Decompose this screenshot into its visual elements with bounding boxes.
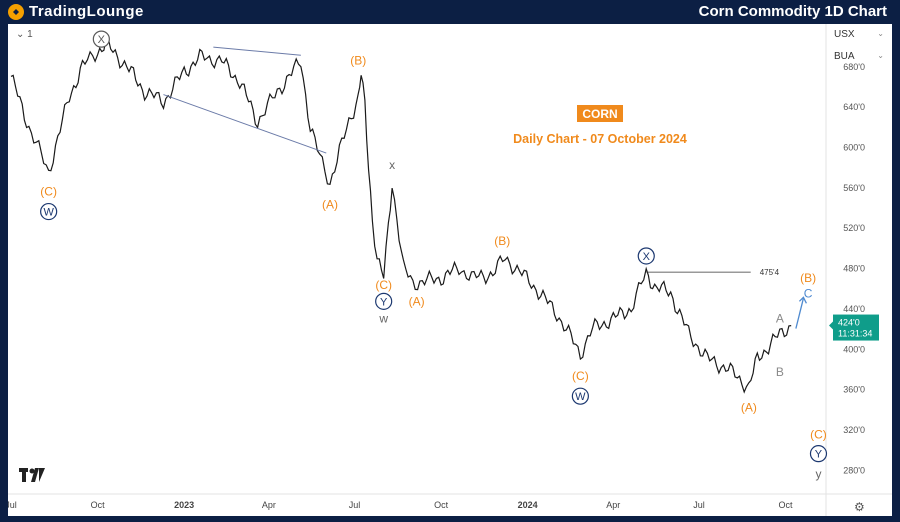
y-tick-label: 320'0: [843, 425, 865, 435]
trendline: [213, 46, 301, 56]
chart-subtitle: Daily Chart - 07 October 2024: [513, 132, 687, 146]
y-tick-label: 640'0: [843, 102, 865, 112]
trendline: [163, 94, 327, 154]
symbol-badge-label: CORN: [582, 107, 617, 121]
x-tick-label: Oct: [91, 500, 106, 510]
page-title: Corn Commodity 1D Chart: [698, 3, 887, 20]
wave-label: w: [378, 312, 388, 326]
wave-label: x: [389, 158, 395, 172]
wave-label: (A): [409, 294, 425, 308]
wave-label: (B): [350, 53, 366, 67]
wave-label: y: [815, 467, 821, 481]
chevron-down-icon: ⌄: [877, 29, 884, 38]
current-price-tag: [833, 314, 879, 341]
wave-label: (C): [40, 184, 57, 198]
wave-label: (C): [375, 278, 392, 292]
price-chart[interactable]: 680'0 640'0 600'0 560'0 520'0 480'0 440'0 400'0…: [8, 24, 892, 516]
price-series-line: [10, 38, 792, 394]
wave-label: Y: [380, 296, 388, 308]
x-tick-label: Oct: [779, 500, 794, 510]
x-tick-label: Apr: [606, 500, 620, 510]
x-tick-label: Oct: [434, 500, 449, 510]
y-tick-label: 560'0: [843, 183, 865, 193]
symbol-badge: [577, 105, 623, 122]
y-tick-label: 480'0: [843, 264, 865, 274]
y-tick-label: 400'0: [843, 344, 865, 354]
wave-label: (A): [322, 198, 338, 212]
wave-label: C: [804, 286, 813, 300]
projection-arrow: [795, 298, 805, 329]
wave-label-circle: [809, 445, 828, 463]
wave-label-circle: [571, 387, 589, 405]
interval-selector[interactable]: ⌄ 1: [16, 29, 33, 40]
brand-logo-icon: [8, 3, 24, 20]
wave-label: (C): [572, 369, 589, 383]
wave-label: (B): [494, 234, 510, 248]
y-tick-label: 360'0: [843, 385, 865, 395]
x-tick-label: Jul: [693, 500, 705, 510]
wave-label: W: [43, 207, 54, 219]
chevron-down-icon: ⌄: [16, 29, 25, 40]
wave-label: Y: [815, 449, 823, 461]
level-label: 475'4: [760, 268, 780, 277]
wave-label: W: [575, 391, 586, 403]
x-tick-label: 2023: [174, 500, 194, 510]
wave-label-circle: [92, 30, 110, 48]
wave-label: X: [98, 34, 106, 46]
wave-label: (A): [741, 400, 757, 414]
current-price-label: 424'0: [838, 318, 860, 328]
x-tick-label: 2024: [518, 500, 538, 510]
chart-panel[interactable]: 680'0 640'0 600'0 560'0 520'0 480'0 440'0 400'0…: [8, 24, 892, 516]
y-tick-label: 600'0: [843, 143, 865, 153]
wave-label-circle: [40, 202, 58, 221]
current-price-pointer-icon: [829, 321, 833, 330]
wave-label: (C): [810, 427, 827, 441]
wave-label: B: [776, 365, 784, 379]
brand-logo: TradingLounge: [8, 3, 144, 20]
arrow-head-icon: [798, 296, 807, 304]
interval-label: 1: [27, 29, 33, 40]
x-tick-label: Jul: [349, 500, 361, 510]
countdown-label: 11:31:34: [838, 329, 872, 339]
wave-label: A: [776, 312, 784, 326]
contract-label: BUA: [834, 51, 855, 62]
y-tick-label: 520'0: [843, 223, 865, 233]
y-tick-label: 440'0: [843, 304, 865, 314]
x-tick-label: Apr: [262, 500, 276, 510]
settings-gear-icon[interactable]: ⚙: [854, 500, 865, 514]
tradingview-logo-icon: [19, 468, 45, 487]
wave-label-circle: [375, 292, 393, 310]
x-tick-label: Jul: [8, 500, 17, 510]
chevron-down-icon: ⌄: [877, 51, 884, 60]
wave-label: X: [643, 251, 651, 263]
contract-selector[interactable]: BUA ⌄: [834, 51, 884, 62]
wave-label-circle: [637, 247, 655, 265]
wave-label: (B): [800, 271, 816, 285]
top-bar: TradingLounge Corn Commodity 1D Chart: [0, 0, 900, 24]
y-tick-label: 280'0: [843, 465, 865, 475]
y-tick-label: 680'0: [843, 62, 865, 72]
unit-selector[interactable]: USX ⌄: [834, 29, 884, 40]
unit-label: USX: [834, 29, 855, 40]
brand-name: TradingLounge: [29, 3, 144, 20]
